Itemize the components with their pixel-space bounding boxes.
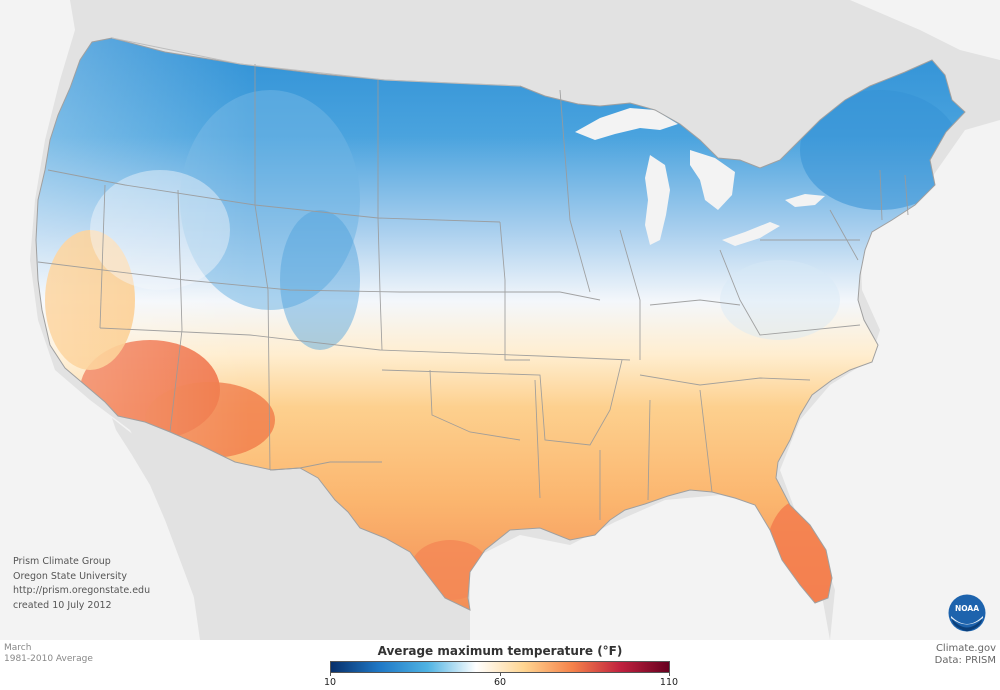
lake-superior — [575, 108, 678, 140]
lake-erie — [722, 222, 780, 246]
atlantic-ocean — [780, 120, 1000, 640]
hudson-bay-water — [850, 0, 1000, 60]
lake-michigan — [645, 155, 670, 245]
credit-university: Oregon State University — [13, 570, 127, 582]
legend-title: Average maximum temperature (°F) — [377, 644, 623, 658]
footer-bar: March 1981-2010 Average Average maximum … — [0, 640, 1000, 690]
footer-left: March 1981-2010 Average — [4, 643, 93, 665]
lake-huron — [690, 150, 735, 210]
temperature-map — [0, 0, 1000, 640]
credits-block: Prism Climate Group Oregon State Univers… — [13, 555, 150, 613]
source-label: Data: PRISM — [934, 655, 996, 666]
noaa-logo-text: NOAA — [955, 604, 979, 613]
footer-right: Climate.gov Data: PRISM — [935, 643, 996, 667]
map-area: Prism Climate Group Oregon State Univers… — [0, 0, 1000, 640]
legend-tick-mark-110 — [669, 673, 670, 676]
lake-ontario — [785, 194, 825, 207]
legend-tick-mark-60 — [500, 673, 501, 676]
credit-created: created 10 July 2012 — [13, 599, 112, 611]
period-label: 1981-2010 Average — [4, 654, 93, 664]
legend-tick-110: 110 — [659, 677, 679, 688]
site-label[interactable]: Climate.gov — [935, 643, 996, 654]
legend-tick-mark-10 — [330, 673, 331, 676]
canada-border — [111, 37, 521, 87]
legend-tick-60: 60 — [493, 677, 507, 688]
legend-tick-10: 10 — [323, 677, 337, 688]
baja-california — [112, 418, 225, 640]
credit-group: Prism Climate Group — [13, 556, 111, 567]
state-borders — [37, 64, 909, 520]
noaa-logo: NOAA — [948, 594, 986, 632]
legend-color-bar — [330, 661, 670, 673]
month-label: March — [4, 643, 32, 653]
gulf-of-mexico — [470, 495, 830, 640]
credit-url[interactable]: http://prism.oregonstate.edu — [13, 585, 151, 596]
